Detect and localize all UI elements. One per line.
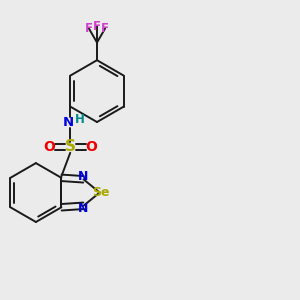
Text: O: O [44, 140, 56, 154]
Text: N: N [78, 170, 89, 183]
Text: N: N [78, 202, 89, 215]
Text: F: F [101, 22, 109, 35]
Text: F: F [93, 20, 101, 33]
Text: H: H [75, 113, 85, 126]
Text: N: N [63, 116, 74, 129]
Text: Se: Se [92, 186, 110, 199]
Text: F: F [85, 22, 93, 35]
Text: S: S [65, 140, 76, 154]
Text: O: O [85, 140, 97, 154]
